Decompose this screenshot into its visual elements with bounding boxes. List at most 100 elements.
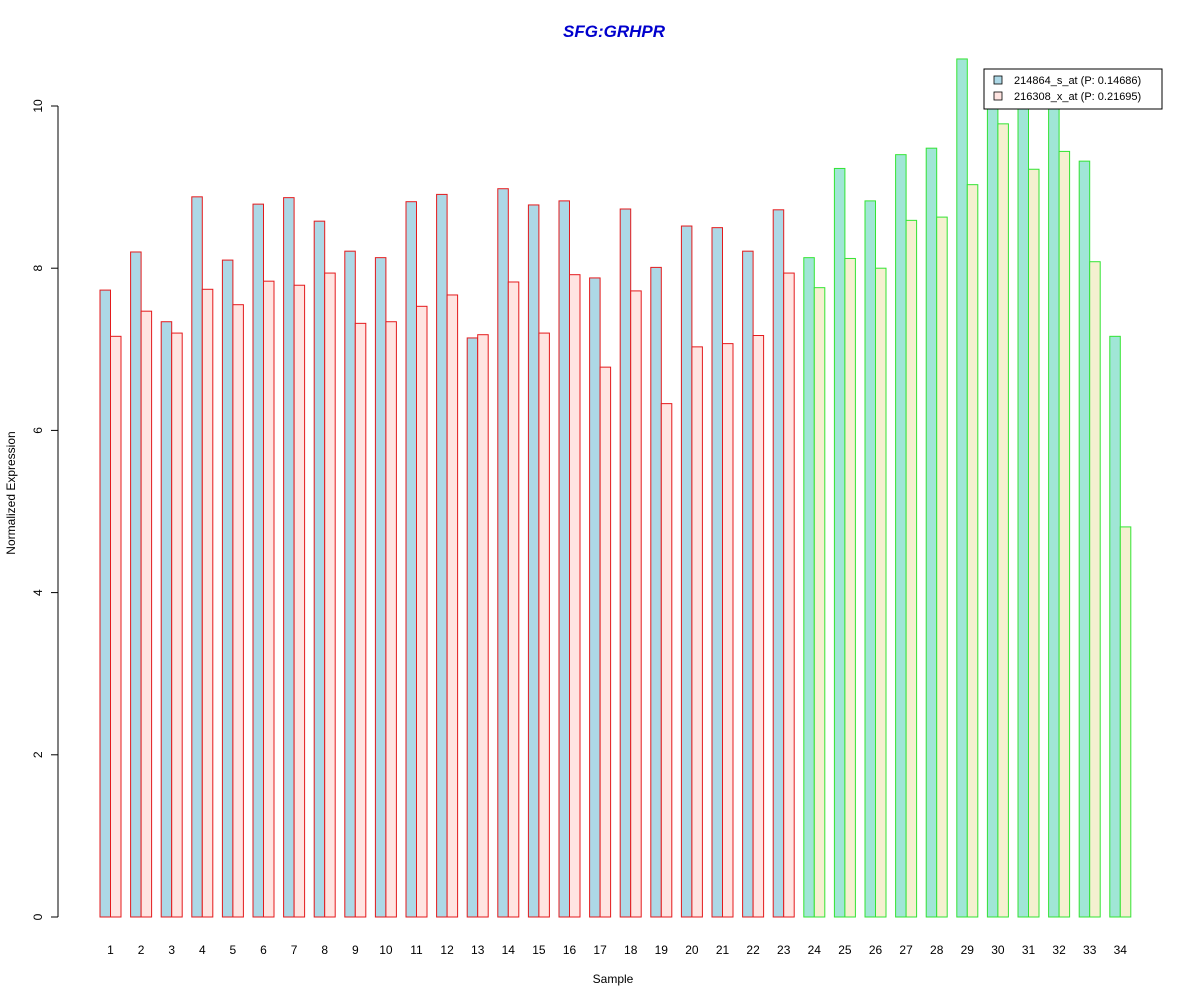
bar-series-2-sample-5 xyxy=(232,304,244,918)
x-tick-label: 24 xyxy=(808,943,822,957)
x-tick-label: 9 xyxy=(352,943,359,957)
x-tick-label: 4 xyxy=(199,943,206,957)
bar-series-2-sample-12 xyxy=(446,294,459,918)
bar-series-2-sample-8 xyxy=(324,272,336,918)
x-tick-label: 1 xyxy=(107,943,114,957)
x-tick-label: 23 xyxy=(777,943,791,957)
x-tick-label: 7 xyxy=(291,943,298,957)
bar-series-2-sample-21 xyxy=(722,343,734,918)
bar-series-2-sample-29 xyxy=(966,184,979,918)
bar-series-2-sample-6 xyxy=(263,280,275,918)
bar-series-1-sample-23 xyxy=(772,209,785,918)
bar-series-2-sample-14 xyxy=(507,281,520,918)
bar-series-2-sample-32 xyxy=(1058,150,1071,918)
bar-series-1-sample-10 xyxy=(374,257,387,918)
bar-series-2-sample-9 xyxy=(354,322,367,918)
legend: 214864_s_at (P: 0.14686) 216308_x_at (P:… xyxy=(983,68,1163,110)
bar-series-1-sample-20 xyxy=(680,225,693,918)
bar-series-1-sample-15 xyxy=(527,204,540,918)
bar-series-1-sample-11 xyxy=(405,201,417,918)
bar-series-1-sample-31 xyxy=(1017,105,1029,918)
x-tick-label: 20 xyxy=(685,943,699,957)
y-tick-label: 0 xyxy=(31,913,45,920)
bar-series-1-sample-27 xyxy=(895,154,907,918)
legend-label-series-1: 214864_s_at (P: 0.14686) xyxy=(1014,75,1141,87)
bar-series-1-sample-16 xyxy=(558,200,570,918)
y-tick-label: 4 xyxy=(31,589,45,596)
bar-series-2-sample-19 xyxy=(660,403,673,918)
bar-series-1-sample-25 xyxy=(833,167,846,918)
bar-series-2-sample-4 xyxy=(201,288,214,918)
bar-series-2-sample-28 xyxy=(936,216,948,918)
legend-swatch-series-2 xyxy=(993,91,1003,101)
bar-series-2-sample-33 xyxy=(1089,261,1101,918)
bar-series-1-sample-7 xyxy=(283,197,295,918)
x-tick-label: 21 xyxy=(716,943,730,957)
bar-series-1-sample-4 xyxy=(191,196,203,918)
bar-series-2-sample-30 xyxy=(997,123,1009,918)
x-tick-label: 13 xyxy=(471,943,485,957)
x-tick-label: 34 xyxy=(1114,943,1128,957)
x-tick-label: 8 xyxy=(321,943,328,957)
bar-series-1-sample-32 xyxy=(1048,105,1060,918)
bar-series-1-sample-6 xyxy=(252,203,264,918)
bar-series-1-sample-17 xyxy=(589,277,601,918)
x-tick-label: 3 xyxy=(168,943,175,957)
x-axis-tick-labels: 1 2 3 4 5 6 7 8 9 10 11 12 13 14 15 16 17 18 19 20 21 22 23 24 2… xyxy=(107,943,1127,957)
x-tick-label: 25 xyxy=(838,943,852,957)
bar-series-1-sample-26 xyxy=(864,200,876,918)
bar-series-2-sample-31 xyxy=(1028,168,1040,918)
x-tick-label: 31 xyxy=(1022,943,1036,957)
bar-series-1-sample-28 xyxy=(925,147,938,918)
bar-series-2-sample-20 xyxy=(691,346,703,918)
x-tick-label: 12 xyxy=(440,943,454,957)
x-tick-label: 5 xyxy=(230,943,237,957)
bar-series-1-sample-21 xyxy=(711,227,723,918)
bar-series-2-sample-23 xyxy=(783,272,795,918)
x-tick-label: 27 xyxy=(899,943,913,957)
bar-series-2-sample-24 xyxy=(813,287,826,918)
bar-series-1-sample-1 xyxy=(99,289,111,918)
chart-title: SFG:GRHPR xyxy=(563,22,666,41)
bar-series-1-sample-13 xyxy=(466,337,479,918)
bar-series-1-sample-3 xyxy=(160,321,173,918)
legend-label-series-2: 216308_x_at (P: 0.21695) xyxy=(1014,91,1141,103)
bar-series-2-sample-7 xyxy=(293,284,306,918)
x-tick-label: 30 xyxy=(991,943,1005,957)
x-tick-label: 19 xyxy=(655,943,669,957)
bar-series-1-sample-24 xyxy=(803,257,815,918)
bar-series-2-sample-25 xyxy=(844,257,856,918)
bar-series-1-sample-30 xyxy=(986,105,999,918)
legend-box xyxy=(983,68,1163,110)
bar-series-1-sample-22 xyxy=(742,250,754,918)
x-tick-label: 16 xyxy=(563,943,577,957)
legend-swatch-series-1 xyxy=(993,75,1003,85)
bar-series-1-sample-2 xyxy=(130,251,142,918)
bar-series-2-sample-17 xyxy=(599,366,612,918)
x-tick-label: 32 xyxy=(1052,943,1066,957)
y-tick-label: 10 xyxy=(31,99,45,113)
bar-series-2-sample-11 xyxy=(416,305,428,918)
x-tick-label: 26 xyxy=(869,943,883,957)
bar-series-2-sample-34 xyxy=(1119,526,1132,918)
bar-series-1-sample-19 xyxy=(650,266,662,918)
x-tick-label: 15 xyxy=(532,943,546,957)
x-tick-label: 22 xyxy=(746,943,760,957)
bar-series-2-sample-1 xyxy=(110,335,122,918)
x-tick-label: 29 xyxy=(961,943,975,957)
bar-series-2-sample-27 xyxy=(905,219,918,918)
y-tick-label: 8 xyxy=(31,265,45,272)
bar-series-2-sample-15 xyxy=(538,332,550,918)
y-axis: 0 2 4 6 8 10 xyxy=(31,99,59,920)
x-tick-label: 18 xyxy=(624,943,638,957)
x-axis-label: Sample xyxy=(593,972,634,986)
bar-series-1-sample-18 xyxy=(619,208,632,918)
bar-series-2-sample-18 xyxy=(630,290,642,918)
bar-series-1-sample-8 xyxy=(313,220,326,918)
x-tick-label: 2 xyxy=(138,943,145,957)
x-tick-label: 28 xyxy=(930,943,944,957)
y-tick-label: 6 xyxy=(31,427,45,434)
x-tick-label: 14 xyxy=(502,943,516,957)
bar-series-1-sample-33 xyxy=(1078,160,1091,918)
